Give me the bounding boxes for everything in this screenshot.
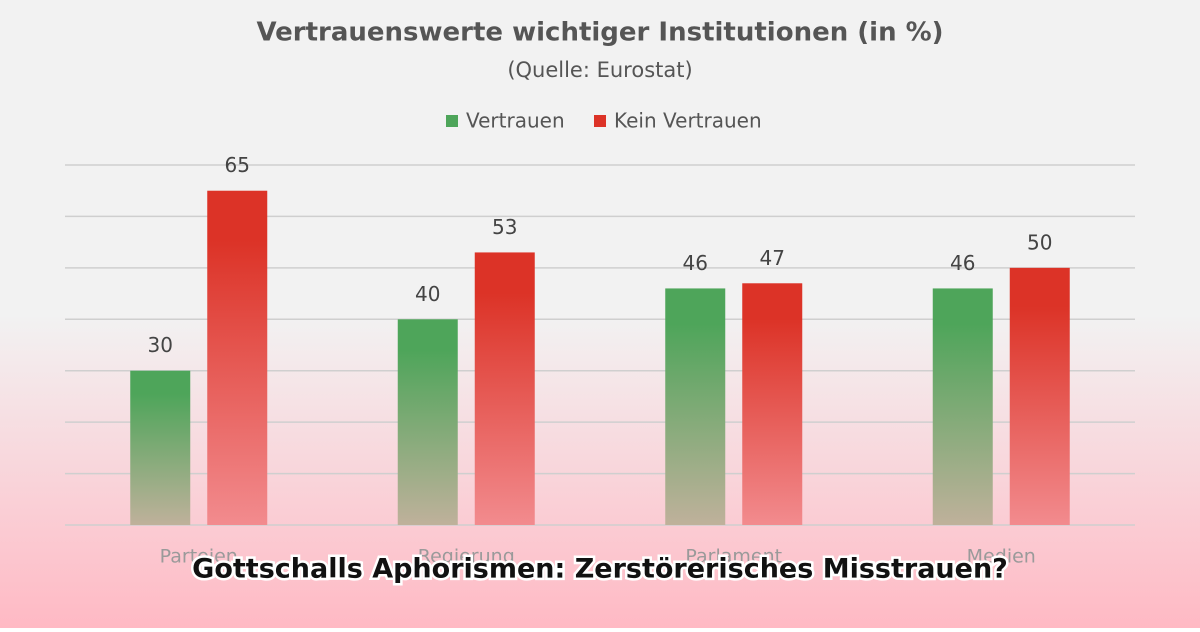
data-label: 46 — [950, 251, 975, 275]
x-tick-label: Regierung — [418, 546, 515, 568]
plot: Vertrauen Kein Vertrauen Parteien 30 65 Regie… — [65, 109, 1135, 568]
bar — [1009, 267, 1070, 525]
bar — [130, 370, 191, 525]
chart-subtitle: (Quelle: Eurostat) — [507, 58, 692, 82]
bar — [742, 283, 803, 525]
bar — [474, 252, 535, 525]
bar — [665, 288, 726, 525]
x-tick-label: Parlament — [685, 546, 782, 568]
data-label: 46 — [683, 251, 708, 275]
x-tick-label: Parteien — [160, 546, 238, 568]
legend-label: Vertrauen — [466, 109, 565, 133]
data-label: 53 — [492, 215, 517, 239]
bar — [932, 288, 993, 525]
data-label: 30 — [148, 333, 173, 357]
data-label: 65 — [225, 153, 250, 177]
data-label: 50 — [1027, 230, 1052, 254]
bar — [207, 190, 268, 525]
legend-swatch — [446, 115, 458, 127]
data-label: 40 — [415, 282, 440, 306]
chart-title: Vertrauenswerte wichtiger Institutionen … — [256, 18, 943, 48]
legend-swatch — [594, 115, 606, 127]
bar — [397, 319, 458, 525]
caption: Gottschalls Aphorismen: Zerstörerisches … — [192, 554, 1008, 585]
data-label: 47 — [760, 246, 785, 270]
legend-label: Kein Vertrauen — [614, 109, 762, 133]
x-tick-label: Medien — [967, 546, 1036, 568]
